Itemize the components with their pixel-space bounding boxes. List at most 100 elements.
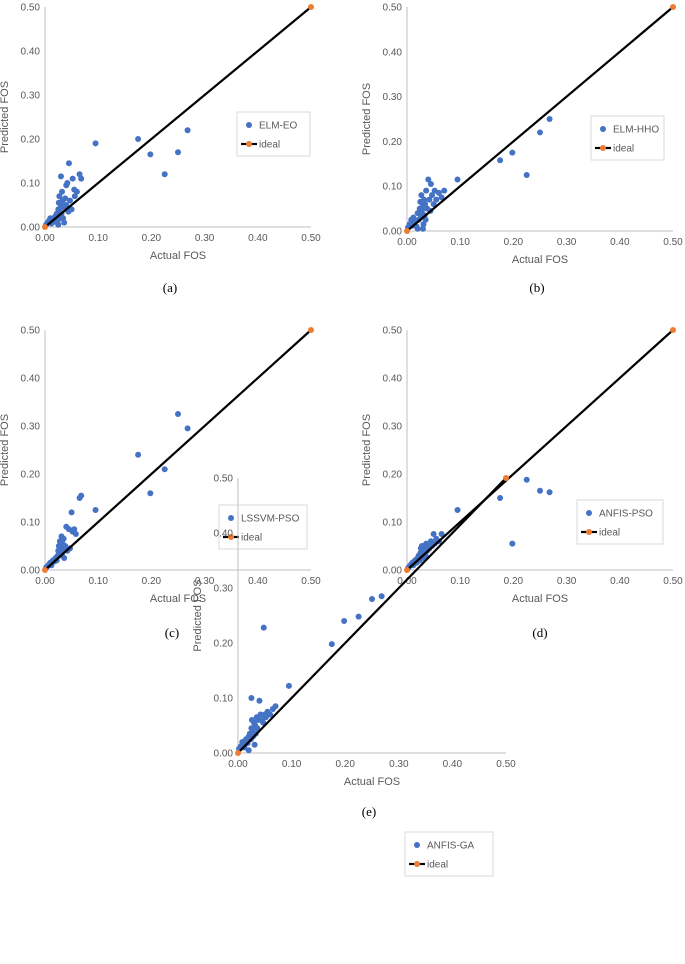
legend-label-predicted: ELM-EO: [259, 121, 298, 132]
x-tick-label: 0.00: [228, 759, 248, 770]
x-tick-label: 0.50: [663, 237, 683, 248]
data-point: [422, 201, 429, 208]
x-tick-label: 0.40: [248, 233, 268, 244]
data-point: [60, 535, 67, 542]
data-point: [426, 196, 433, 203]
y-axis-title: Predicted FOS: [0, 414, 11, 486]
data-point: [62, 195, 69, 202]
y-tick-label: 0.10: [383, 518, 403, 529]
y-axis-title: Predicted FOS: [361, 83, 373, 155]
y-tick-label: 0.30: [383, 92, 403, 103]
ideal-marker: [503, 475, 509, 481]
y-tick-label: 0.20: [383, 470, 403, 481]
x-tick-label: 0.00: [397, 237, 417, 248]
x-tick-label: 0.30: [195, 576, 215, 587]
ideal-marker: [308, 4, 314, 10]
data-point: [67, 197, 74, 204]
data-point: [175, 149, 181, 156]
y-tick-label: 0.00: [383, 566, 403, 577]
data-point: [285, 682, 292, 689]
ideal-marker: [42, 567, 48, 573]
x-tick-label: 0.30: [389, 759, 409, 770]
data-point: [92, 507, 99, 513]
data-point: [441, 187, 448, 194]
legend-label-predicted: ANFIS-GA: [427, 841, 475, 852]
data-point: [251, 741, 258, 748]
data-point: [537, 487, 543, 494]
y-tick-label: 0.30: [214, 584, 234, 595]
y-tick-label: 0.30: [21, 422, 41, 433]
data-point: [438, 531, 445, 537]
legend-marker-predicted: [246, 122, 252, 128]
data-point: [147, 490, 154, 497]
y-tick-label: 0.20: [214, 639, 234, 650]
data-point: [509, 149, 516, 156]
y-tick-label: 0.40: [383, 47, 403, 58]
data-point: [135, 451, 142, 458]
data-point: [454, 176, 461, 183]
data-point: [418, 207, 425, 214]
data-point: [328, 641, 335, 648]
ideal-line: [406, 6, 674, 232]
data-point: [427, 180, 434, 187]
panel-caption: (b): [529, 280, 544, 295]
legend-box: [576, 499, 664, 545]
data-point: [68, 509, 75, 516]
data-point: [429, 192, 436, 199]
ideal-marker: [235, 750, 241, 756]
data-point: [438, 194, 445, 201]
data-point: [64, 180, 71, 186]
data-point: [92, 140, 99, 147]
data-point: [497, 495, 504, 501]
y-tick-label: 0.00: [214, 749, 234, 760]
y-tick-label: 0.40: [21, 374, 41, 385]
legend-marker-ideal: [246, 141, 252, 147]
data-point: [72, 531, 79, 537]
y-tick-label: 0.50: [214, 474, 234, 485]
data-point: [184, 425, 191, 432]
legend-marker-predicted: [586, 510, 592, 516]
data-point: [355, 613, 362, 620]
data-point: [497, 157, 504, 164]
chart-panel-c: 0.00 0.10 0.20 0.30 0.40 0.50 0.00 0.10 0.20 0.30…: [0, 326, 321, 641]
legend-label-ideal: ideal: [241, 533, 262, 544]
legend-marker-ideal: [586, 529, 592, 535]
panel-caption: (e): [362, 804, 376, 819]
y-tick-label: 0.50: [21, 3, 41, 14]
data-point: [56, 193, 63, 200]
data-point: [267, 711, 274, 718]
x-axis-title: Actual FOS: [150, 593, 206, 605]
y-tick-label: 0.10: [21, 518, 41, 529]
panel-caption: (c): [165, 625, 179, 640]
data-point: [57, 173, 64, 180]
x-tick-label: 0.30: [557, 237, 577, 248]
legend-marker-predicted: [228, 515, 234, 521]
data-point: [509, 540, 516, 547]
x-tick-label: 0.40: [443, 759, 463, 770]
data-point: [61, 219, 68, 226]
y-tick-label: 0.10: [21, 179, 41, 190]
data-point: [418, 192, 425, 199]
data-point: [184, 127, 191, 134]
data-point: [414, 225, 421, 232]
y-tick-label: 0.50: [383, 3, 403, 14]
data-point: [161, 171, 168, 178]
x-tick-label: 0.30: [557, 576, 577, 587]
data-point: [68, 206, 75, 213]
data-point: [65, 160, 72, 167]
data-point: [419, 225, 426, 232]
data-point: [69, 175, 76, 182]
x-tick-label: 0.20: [142, 233, 162, 244]
data-point: [254, 725, 261, 732]
data-point: [425, 176, 432, 183]
data-point: [421, 196, 428, 203]
y-tick-label: 0.00: [383, 227, 403, 238]
data-point: [420, 221, 427, 228]
legend-label-predicted: LSSVM-PSO: [241, 514, 300, 525]
data-point: [260, 624, 267, 631]
y-tick-label: 0.20: [383, 137, 403, 148]
y-tick-label: 0.30: [21, 91, 41, 102]
legend: ELM-EO ideal: [236, 111, 311, 157]
data-point: [78, 175, 85, 182]
x-tick-label: 0.50: [301, 576, 321, 587]
